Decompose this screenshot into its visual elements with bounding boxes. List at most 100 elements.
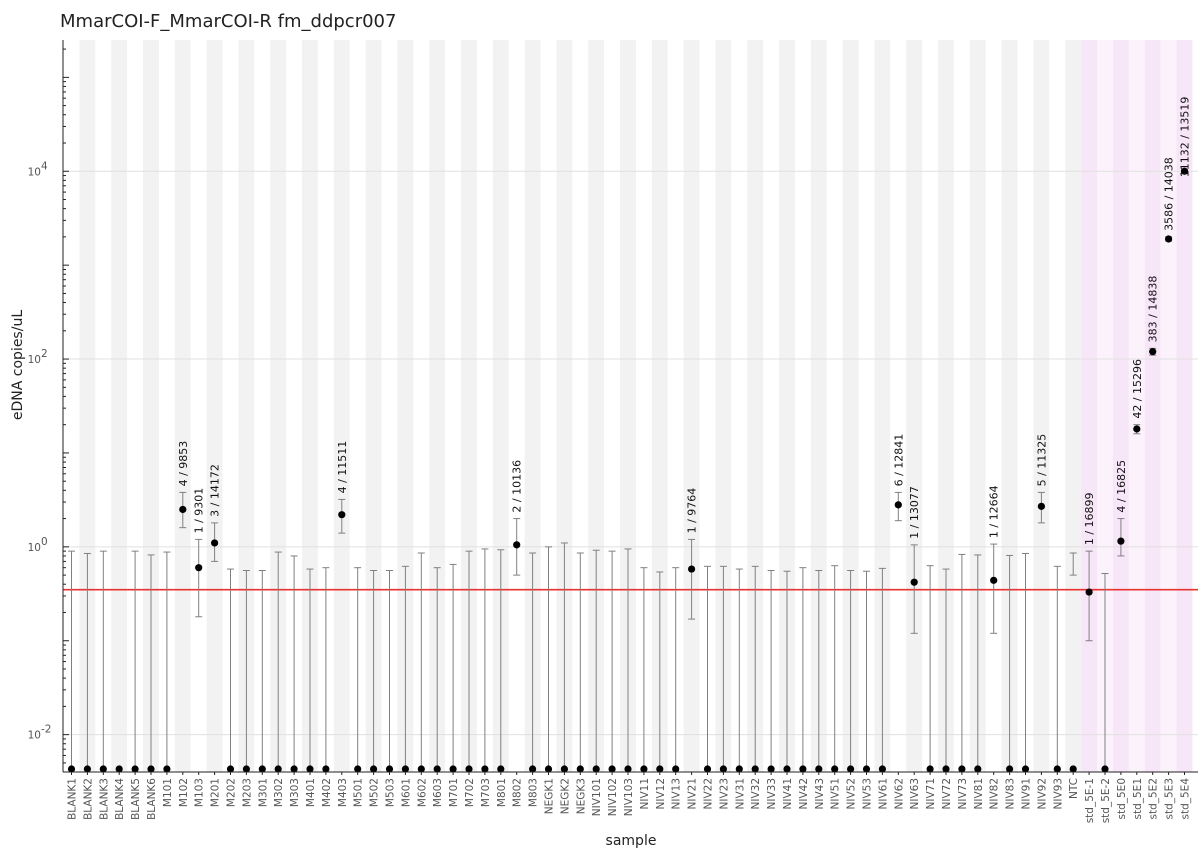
x-tick-label-NIV62: NIV62	[893, 778, 905, 810]
x-tick-label-M403: M403	[337, 778, 349, 807]
annotation-NIV63: 1 / 13077	[908, 486, 921, 539]
x-tick-label-std_5E0: std_5E0	[1116, 778, 1128, 820]
point-NIV63	[911, 579, 918, 586]
point-M403	[338, 511, 345, 518]
x-tick-label-M702: M702	[464, 778, 476, 807]
x-tick-label-NIV103: NIV103	[623, 778, 635, 816]
x-tick-label-NIV73: NIV73	[957, 778, 969, 810]
annotation-M802: 2 / 10136	[511, 460, 524, 513]
annotation-NIV62: 6 / 12841	[892, 434, 905, 487]
x-tick-label-NEGK3: NEGK3	[575, 778, 587, 814]
x-tick-label-M102: M102	[178, 778, 190, 807]
annotation-M102: 4 / 9853	[177, 441, 190, 487]
x-tick-label-M303: M303	[289, 778, 301, 807]
band-M802	[509, 40, 525, 772]
chart-title: MmarCOI-F_MmarCOI-R fm_ddpcr007	[60, 11, 396, 32]
y-tick-exponent-2: 2	[41, 348, 48, 360]
x-tick-label-M301: M301	[257, 778, 269, 807]
x-tick-label-M503: M503	[385, 778, 397, 807]
x-tick-label-M302: M302	[273, 778, 285, 807]
x-tick-label-NEGK1: NEGK1	[544, 778, 556, 814]
x-tick-label-NIV32: NIV32	[750, 778, 762, 810]
x-tick-label-NIV61: NIV61	[877, 778, 889, 810]
annotation-NIV82: 1 / 12664	[988, 485, 1001, 538]
x-tick-label-BLANK1: BLANK1	[67, 778, 79, 820]
x-tick-label-std_5E-2: std_5E-2	[1100, 778, 1112, 823]
point-std_5E2	[1149, 348, 1156, 355]
x-tick-label-std_5E4: std_5E4	[1180, 778, 1192, 820]
x-tick-label-M103: M103	[194, 778, 206, 807]
x-tick-label-M703: M703	[480, 778, 492, 807]
x-tick-label-NIV52: NIV52	[846, 778, 858, 810]
y-tick-label-3: 10	[28, 166, 41, 178]
x-tick-label-NIV63: NIV63	[909, 778, 921, 810]
x-tick-label-NIV92: NIV92	[1036, 778, 1048, 810]
x-tick-label-NIV33: NIV33	[766, 778, 778, 810]
y-tick-exponent-1: 0	[41, 536, 48, 548]
band-std_5E0	[1113, 40, 1129, 772]
x-tick-label-BLANK4: BLANK4	[114, 778, 126, 820]
band-BLANK4	[111, 40, 127, 772]
y-tick-label-0: 10	[28, 730, 41, 742]
y-tick-exponent-0: -2	[41, 724, 51, 736]
x-tick-label-BLANK2: BLANK2	[82, 778, 94, 820]
point-std_5E0	[1117, 538, 1124, 545]
annotation-std_5E2: 383 / 14838	[1147, 276, 1160, 343]
band-M102	[175, 40, 191, 772]
x-tick-label-M601: M601	[400, 778, 412, 807]
band-M103	[191, 40, 207, 772]
x-tick-label-NIV22: NIV22	[703, 778, 715, 810]
x-tick-label-NIV43: NIV43	[814, 778, 826, 810]
x-tick-label-NIV53: NIV53	[862, 778, 874, 810]
y-tick-exponent-3: 4	[41, 160, 48, 172]
y-tick-label-1: 10	[28, 542, 41, 554]
x-tick-label-NIV82: NIV82	[989, 778, 1001, 810]
annotation-std_5E-1: 1 / 16899	[1083, 492, 1096, 545]
x-tick-label-BLANK6: BLANK6	[146, 778, 158, 820]
x-tick-label-NIV42: NIV42	[798, 778, 810, 810]
x-tick-label-NIV83: NIV83	[1005, 778, 1017, 810]
x-tick-label-NIV12: NIV12	[655, 778, 667, 810]
annotation-std_5E0: 4 / 16825	[1115, 460, 1128, 513]
band-NIV82	[986, 40, 1002, 772]
x-tick-label-NTC: NTC	[1068, 778, 1080, 799]
x-tick-label-M802: M802	[512, 778, 524, 807]
annotation-M403: 4 / 11511	[336, 441, 349, 494]
point-NIV92	[1038, 503, 1045, 510]
x-tick-label-NIV93: NIV93	[1052, 778, 1064, 810]
x-tick-label-NIV23: NIV23	[718, 778, 730, 810]
x-tick-label-std_5E-1: std_5E-1	[1084, 778, 1096, 823]
x-tick-label-NIV102: NIV102	[607, 778, 619, 816]
x-tick-label-M701: M701	[448, 778, 460, 807]
annotation-std_5E4: 11132 / 13519	[1179, 97, 1192, 178]
x-tick-label-M801: M801	[496, 778, 508, 807]
band-std_5E3	[1161, 40, 1177, 772]
point-M802	[513, 541, 520, 548]
x-tick-label-NIV41: NIV41	[782, 778, 794, 810]
x-tick-label-BLANK5: BLANK5	[130, 778, 142, 820]
annotation-std_5E1: 42 / 15296	[1131, 359, 1144, 419]
annotation-std_5E3: 3586 / 14038	[1163, 157, 1176, 231]
x-tick-label-NIV51: NIV51	[830, 778, 842, 810]
band-std_5E2	[1145, 40, 1161, 772]
annotation-M201: 3 / 14172	[209, 464, 222, 517]
annotation-M103: 1 / 9301	[193, 488, 206, 534]
band-NIV62	[890, 40, 906, 772]
x-tick-label-M602: M602	[416, 778, 428, 807]
x-tick-label-M502: M502	[369, 778, 381, 807]
x-tick-label-BLANK3: BLANK3	[98, 778, 110, 820]
x-tick-label-NIV13: NIV13	[671, 778, 683, 810]
band-NIV21	[684, 40, 700, 772]
x-tick-label-M603: M603	[432, 778, 444, 807]
band-M403	[334, 40, 350, 772]
point-NIV82	[990, 577, 997, 584]
band-M201	[207, 40, 223, 772]
x-tick-label-NIV71: NIV71	[925, 778, 937, 810]
point-std_5E1	[1133, 425, 1140, 432]
point-std_5E-1	[1086, 588, 1093, 595]
x-tick-label-M402: M402	[321, 778, 333, 807]
x-tick-label-NIV31: NIV31	[734, 778, 746, 810]
point-M103	[195, 564, 202, 571]
point-M201	[211, 539, 218, 546]
y-axis-label: eDNA copies/uL	[10, 310, 26, 420]
